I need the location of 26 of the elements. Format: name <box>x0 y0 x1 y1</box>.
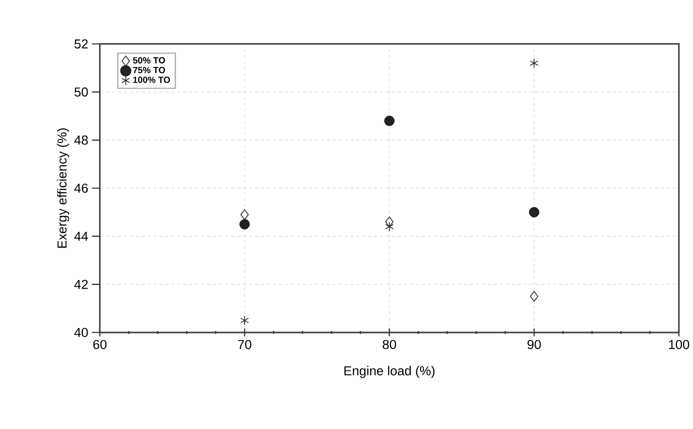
y-tick-label: 52 <box>74 39 88 48</box>
point <box>385 216 394 228</box>
point <box>530 290 538 302</box>
y-tick-label: 46 <box>74 183 88 193</box>
x-tick-label: 100 <box>669 340 690 349</box>
point <box>530 58 538 68</box>
point <box>240 209 249 220</box>
y-tick-label: 42 <box>74 280 88 289</box>
point <box>528 206 540 218</box>
point <box>385 222 394 232</box>
legend-label: 75% TO <box>133 66 166 74</box>
point <box>240 315 249 326</box>
legend-label: 50% TO <box>133 57 166 64</box>
x-tick-label: 90 <box>528 340 541 349</box>
point <box>384 116 395 126</box>
y-tick-label: 44 <box>74 232 88 241</box>
x-axis-title: Engine load (%) <box>344 366 435 378</box>
y-tick-label: 40 <box>74 328 88 337</box>
point <box>239 218 250 230</box>
legend-label: 100% TO <box>133 76 170 83</box>
x-tick-label: 80 <box>382 340 396 349</box>
x-tick-label: 70 <box>238 340 252 349</box>
y-axis-title: Exergy efficiency (%) <box>57 128 70 248</box>
y-tick-label: 50 <box>74 87 88 96</box>
y-tick-label: 48 <box>74 135 88 145</box>
x-tick-label: 60 <box>93 340 107 349</box>
